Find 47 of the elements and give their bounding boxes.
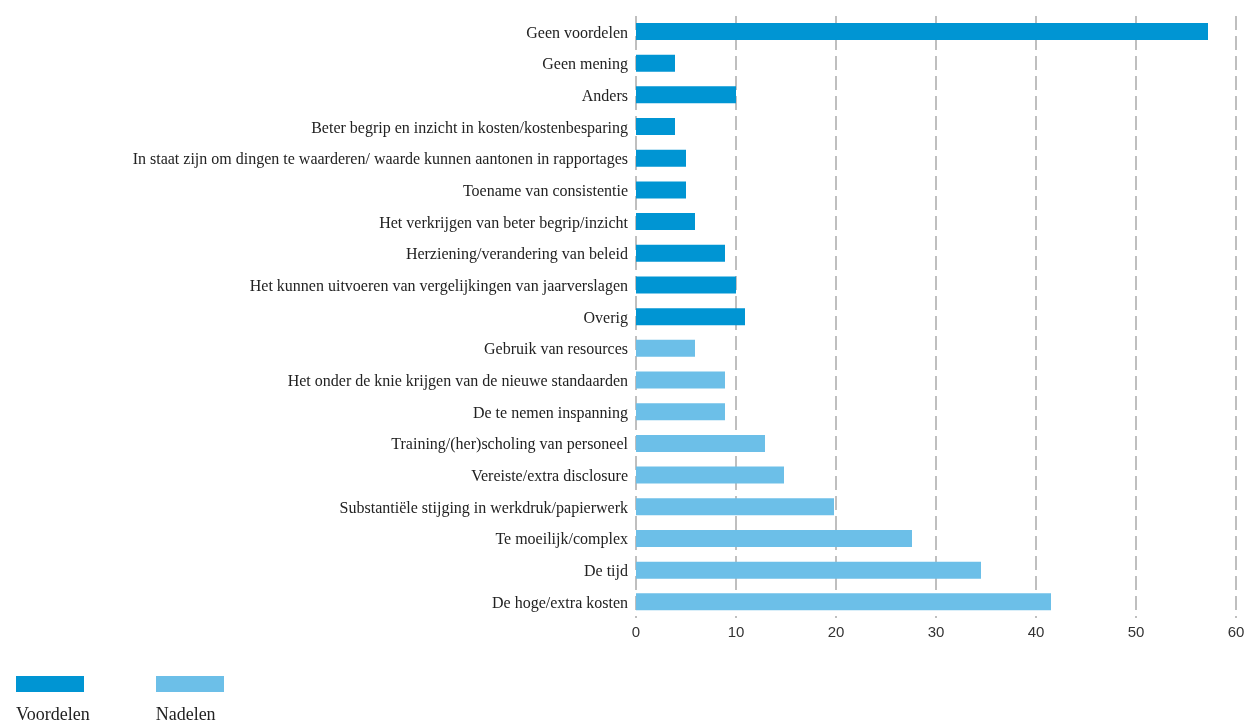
x-tick-label: 30: [927, 622, 945, 640]
y-tick-label: Training/(her)scholing van personeel: [391, 435, 629, 454]
y-tick-label: Het verkrijgen van beter begrip/inzicht: [379, 213, 629, 232]
bar: [636, 244, 725, 262]
bar: [636, 118, 675, 136]
bar: [636, 434, 765, 452]
y-tick-label: Anders: [581, 86, 628, 104]
legend-label: Nadelen: [155, 704, 217, 725]
x-tick-label: 0: [631, 622, 641, 640]
x-tick-label: 20: [827, 622, 845, 640]
y-tick-label: De hoge/extra kosten: [492, 593, 628, 612]
legend-label: Voordelen: [16, 704, 90, 725]
x-tick-label: 10: [727, 622, 745, 640]
bar: [636, 86, 736, 104]
y-tick-label: Substantiële stijging in werkdruk/papierwerk: [339, 498, 628, 517]
y-tick-label: De tijd: [584, 562, 628, 581]
bar: [636, 54, 675, 72]
y-tick-label: Te moeilijk/complex: [495, 530, 628, 549]
bar: [636, 403, 725, 421]
bar: [636, 181, 686, 199]
y-tick-label: Vereiste/extra disclosure: [471, 467, 628, 485]
y-tick-label: Het onder de knie krijgen van de nieuwe standaarden: [287, 372, 628, 391]
bar: [636, 561, 981, 579]
x-tick-label: 40: [1027, 622, 1045, 640]
bar: [636, 149, 686, 167]
y-tick-label: Toename van consistentie: [462, 181, 628, 199]
y-tick-label: Geen mening: [542, 55, 628, 74]
y-tick-label: Beter begrip en inzicht in kosten/kostenbesparing: [311, 118, 628, 137]
bar: [636, 339, 695, 357]
x-tick-label: 60: [1227, 622, 1245, 640]
y-tick-label: Herziening/verandering van beleid: [405, 245, 628, 264]
bar: [636, 371, 725, 389]
bar: [636, 466, 784, 484]
y-tick-label: Overig: [583, 308, 628, 327]
y-tick-label: Het kunnen uitvoeren van vergelijkingen van jaarverslagen: [249, 277, 628, 295]
bar: [636, 276, 736, 294]
bar: [636, 593, 1051, 611]
y-tick-label: In staat zijn om dingen te waarderen/ waarde kunnen aantonen in rapportages: [132, 150, 628, 169]
y-tick-label: Geen voordelen: [526, 23, 628, 41]
x-tick-label: 50: [1127, 622, 1145, 640]
bar: [636, 308, 745, 326]
y-tick-label: De te nemen inspanning: [472, 403, 628, 422]
bar: [636, 23, 1208, 40]
bar: [636, 213, 695, 231]
bar: [636, 498, 834, 516]
bar: [636, 529, 912, 547]
y-tick-label: Gebruik van resources: [484, 340, 628, 358]
